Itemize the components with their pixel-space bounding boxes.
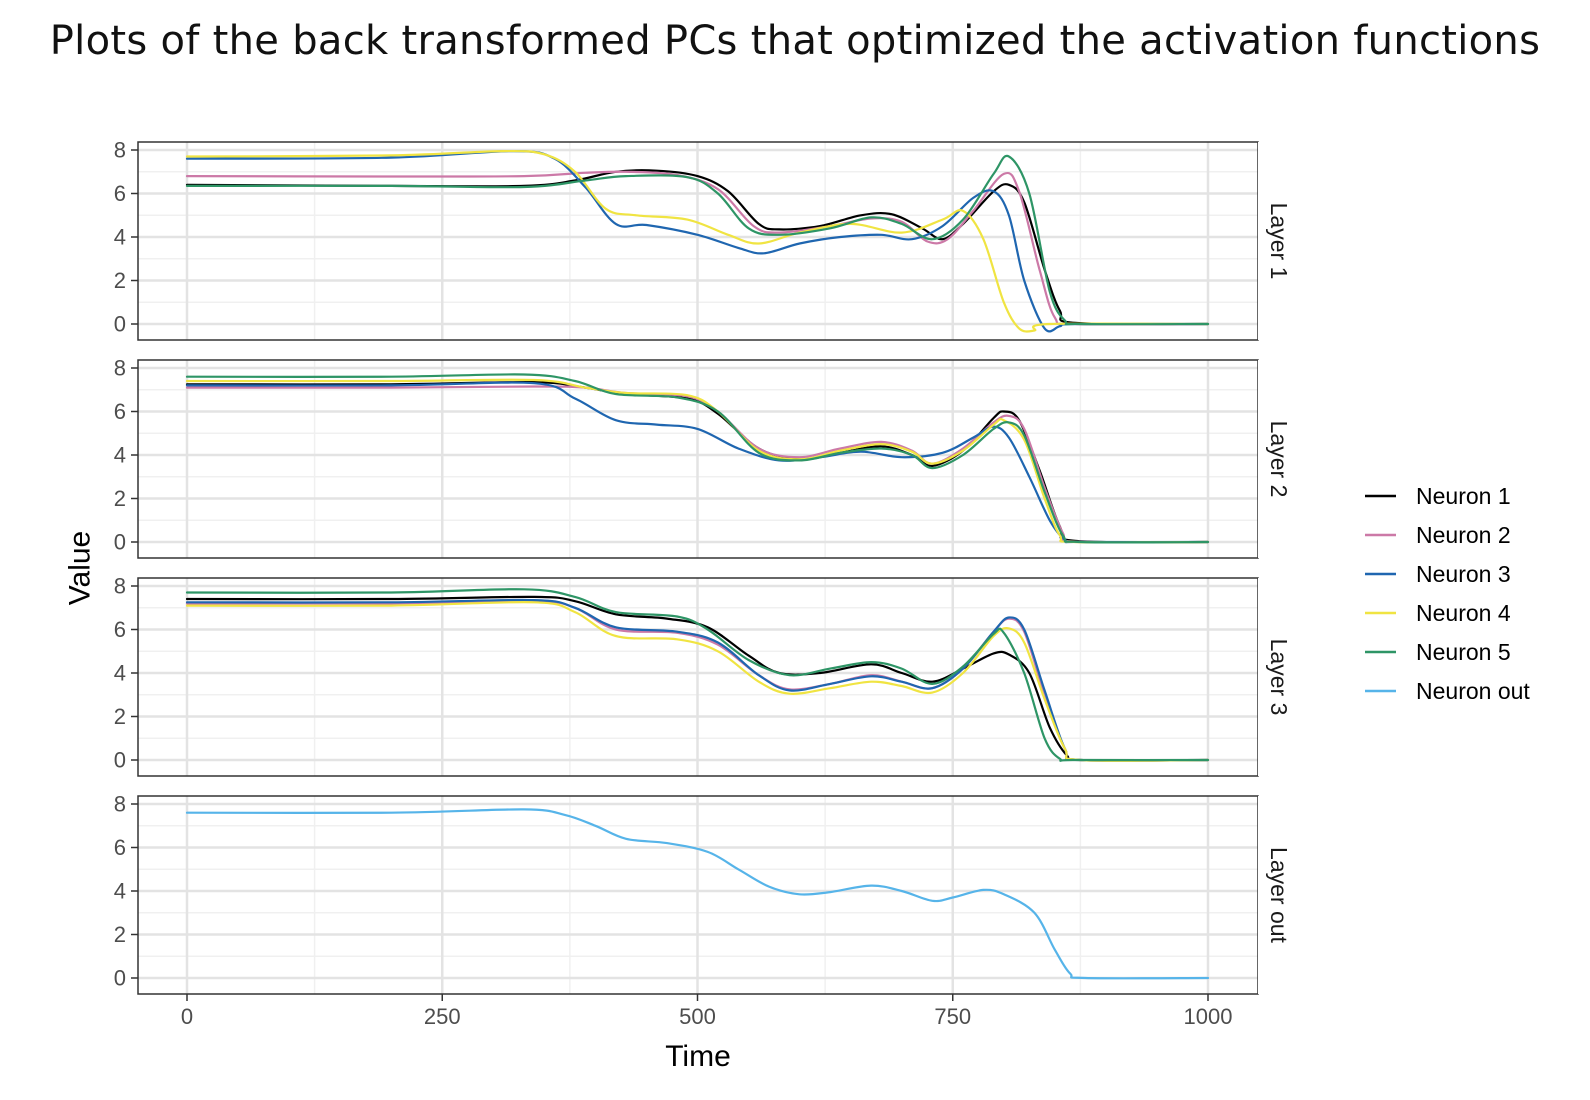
x-tick-label: 1000	[1184, 1004, 1233, 1029]
y-tick-label: 4	[114, 443, 126, 468]
x-axis-title: Time	[665, 1040, 731, 1073]
legend-item-neuron-2: Neuron 2	[1365, 522, 1511, 548]
legend-item-neuron-5: Neuron 5	[1365, 639, 1511, 665]
legend-item-neuron-1: Neuron 1	[1365, 483, 1511, 509]
facet-panel-3: Layer 3 0 2 4 6 8	[114, 574, 1304, 777]
series-line-neuron-4	[185, 378, 1210, 544]
legend-label: Neuron 1	[1416, 483, 1511, 509]
legend-label: Neuron 5	[1416, 639, 1511, 665]
y-tick-label: 0	[114, 312, 126, 337]
legend-label: Neuron out	[1416, 678, 1530, 704]
facet-strip	[1258, 578, 1304, 776]
facet-strip	[1258, 796, 1304, 994]
y-tick-label: 8	[114, 792, 126, 817]
facet-panel-1: Layer 1 0 2 4 6 8	[114, 138, 1304, 341]
x-tick-label: 750	[934, 1004, 971, 1029]
facet-label: Layer 2	[1266, 421, 1292, 498]
y-tick-label: 6	[114, 399, 126, 424]
y-tick-label: 6	[114, 617, 126, 642]
series-line-neuron-3	[185, 598, 1210, 762]
page-title: Plots of the back transformed PCs that o…	[49, 18, 1541, 64]
y-tick-label: 0	[114, 530, 126, 555]
y-tick-label: 2	[114, 486, 126, 511]
facet-panel-2: Layer 2 0 2 4 6 8	[114, 356, 1304, 559]
legend-label: Neuron 3	[1416, 561, 1511, 587]
x-tick-label: 250	[424, 1004, 461, 1029]
facet-label: Layer out	[1266, 847, 1292, 944]
facet-panel-4: Layer out 0 2 4 6 8	[114, 792, 1304, 995]
facet-strip	[1258, 360, 1304, 558]
y-tick-label: 0	[114, 966, 126, 991]
y-tick-label: 4	[114, 661, 126, 686]
series-line-neuron-1	[185, 595, 1210, 762]
facet-strip	[1258, 142, 1304, 340]
legend-item-neuron-out: Neuron out	[1365, 678, 1530, 704]
y-tick-label: 8	[114, 138, 126, 163]
y-tick-label: 4	[114, 879, 126, 904]
x-tick-label: 0	[181, 1004, 193, 1029]
y-tick-label: 2	[114, 704, 126, 729]
y-tick-label: 4	[114, 225, 126, 250]
y-tick-label: 6	[114, 835, 126, 860]
y-tick-label: 2	[114, 268, 126, 293]
series-line-neuron-4	[185, 601, 1210, 762]
x-tick-label: 500	[679, 1004, 716, 1029]
series-line-neuron-5	[185, 373, 1210, 544]
axes-layer: 0 250 500 750 1000 Time Value	[64, 531, 1233, 1073]
y-axis-title: Value	[64, 531, 97, 606]
series-line-neuron-1	[185, 169, 1210, 326]
y-tick-label: 6	[114, 181, 126, 206]
series-line-neuron-5	[185, 588, 1210, 762]
y-tick-label: 8	[114, 356, 126, 381]
y-tick-label: 2	[114, 922, 126, 947]
series-line-neuron-5	[185, 154, 1210, 326]
facet-label: Layer 3	[1266, 639, 1292, 716]
series-line-neuron-2	[185, 385, 1210, 544]
facet-label: Layer 1	[1266, 203, 1292, 280]
legend-item-neuron-4: Neuron 4	[1365, 600, 1511, 626]
legend-label: Neuron 4	[1416, 600, 1511, 626]
legend-layer: Neuron 1 Neuron 2 Neuron 3 Neuron 4 Neuron 5…	[1365, 483, 1530, 704]
legend-label: Neuron 2	[1416, 522, 1511, 548]
series-line-neuron-out	[185, 808, 1210, 980]
y-tick-label: 0	[114, 748, 126, 773]
legend-item-neuron-3: Neuron 3	[1365, 561, 1511, 587]
y-tick-label: 8	[114, 574, 126, 599]
